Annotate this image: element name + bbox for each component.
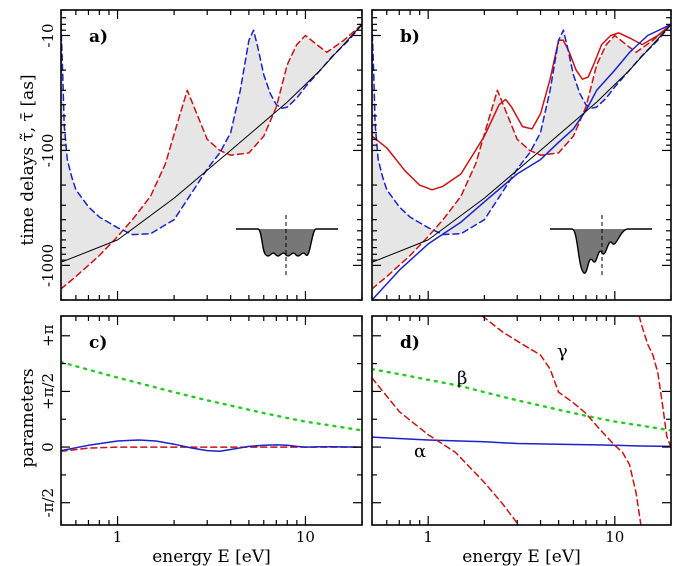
annotation-red: γ — [557, 341, 568, 362]
x-tick-label: 1 — [423, 528, 433, 546]
x-tick-label: 10 — [296, 528, 315, 546]
panel-label: a) — [89, 27, 108, 47]
panel-label: c) — [89, 333, 107, 353]
series-red-dashed-3 — [481, 316, 642, 525]
panel-c: 1 10 energy E [eV] -π/2 0 +π/2 +π c) — [39, 315, 363, 566]
series-blue-solid-3 — [372, 23, 671, 300]
series-black-solid-2 — [61, 23, 362, 263]
panel-frame — [60, 9, 363, 301]
panel-frame — [60, 315, 363, 526]
series-red-solid-0 — [372, 23, 671, 191]
series-red-dashed-1 — [61, 446, 362, 453]
panel-a: -10 -100 -1000 a) — [39, 9, 363, 301]
y-axis-title-top: time delays τ̃, τ̄ [as] — [18, 74, 38, 245]
x-tick-label: 10 — [605, 528, 624, 546]
annotation-green: β — [457, 368, 467, 389]
panel-label: d) — [400, 333, 420, 353]
series-red-dashed-4 — [638, 316, 671, 448]
y-tick-label: 0 — [39, 442, 57, 452]
potential-well-inset — [550, 215, 652, 277]
y-tick-label: -1000 — [39, 244, 57, 287]
series-red-dashed-1 — [372, 23, 671, 290]
panel-label: b) — [400, 27, 420, 47]
potential-well-inset — [236, 215, 338, 277]
panel-b: b) — [371, 9, 672, 301]
x-axis-label: energy E [eV] — [152, 547, 271, 566]
series-black-solid-4 — [372, 23, 671, 263]
y-tick-label: +π — [39, 324, 57, 347]
series-green-dotted-0 — [372, 367, 671, 432]
series-blue-dashed-1 — [61, 23, 362, 236]
x-tick-label: 1 — [113, 528, 123, 546]
panel-frame — [371, 315, 672, 526]
shaded-region — [61, 24, 362, 289]
series-blue-solid-2 — [61, 439, 362, 453]
y-axis-title-bottom: parameters — [18, 368, 38, 467]
y-tick-label: -π/2 — [39, 488, 57, 518]
panel-frame — [371, 9, 672, 301]
y-tick-label: -100 — [39, 134, 57, 168]
y-tick-label: -10 — [39, 23, 57, 47]
annotation-blue: α — [414, 441, 426, 462]
series-red-dashed-2 — [372, 377, 520, 525]
panel-d: 1 10 energy E [eV] d) β γ α — [371, 315, 672, 566]
y-tick-label: +π/2 — [39, 373, 57, 410]
series-green-dotted-0 — [61, 360, 362, 432]
series-blue-solid-1 — [372, 436, 671, 448]
series-red-dashed-0 — [61, 23, 362, 290]
x-axis-label: energy E [eV] — [462, 547, 581, 566]
